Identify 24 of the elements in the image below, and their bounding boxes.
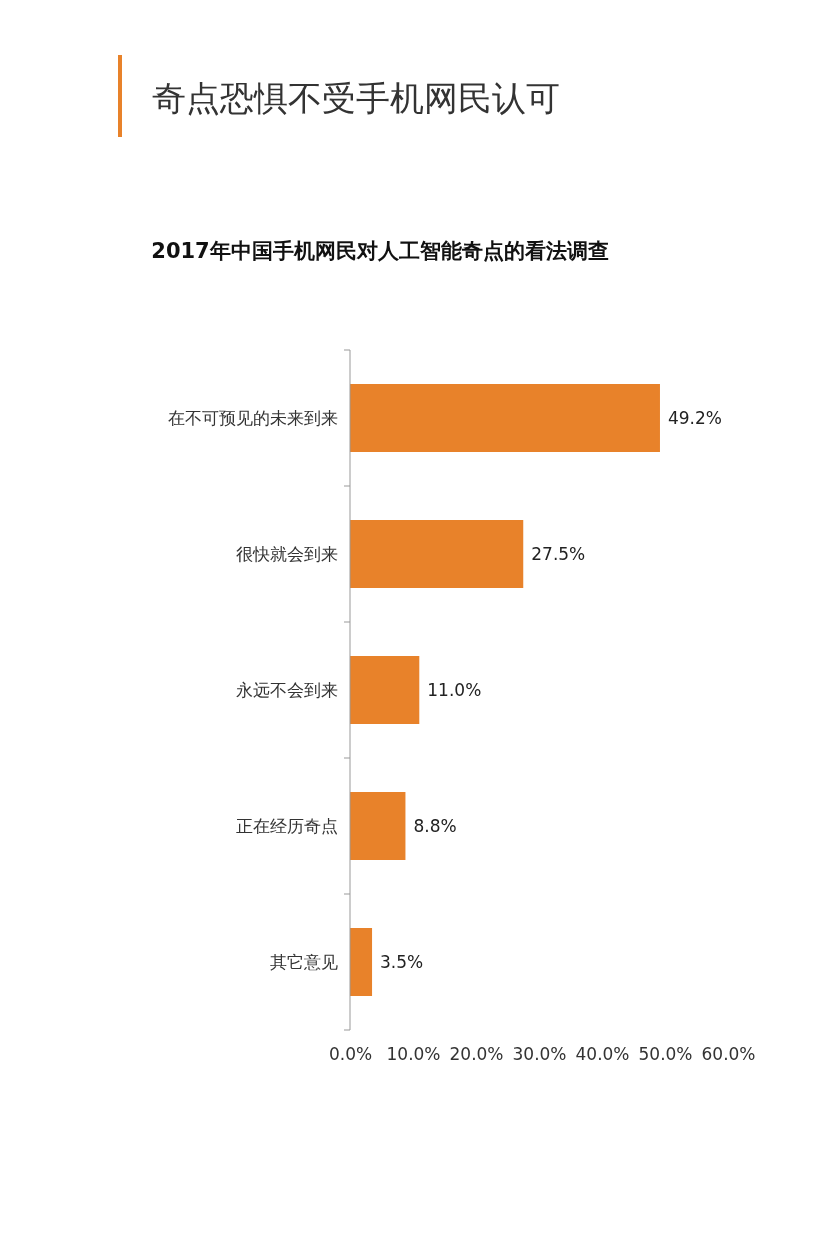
data-label: 3.5% (380, 951, 424, 972)
y-tick-label: 正在经历奇点 (236, 815, 338, 836)
bar (350, 928, 373, 996)
y-tick-label: 永远不会到来 (236, 679, 338, 700)
data-label: 11.0% (427, 679, 482, 700)
x-tick-label: 20.0% (449, 1044, 504, 1065)
x-tick-label: 30.0% (512, 1044, 567, 1065)
chart-subtitle: 2017年中国手机网民对人工智能奇点的看法调查 (151, 239, 609, 263)
y-tick-label: 很快就会到来 (236, 543, 338, 564)
x-tick-label: 0.0% (328, 1044, 373, 1065)
data-label: 27.5% (531, 543, 586, 564)
data-label: 49.2% (667, 407, 722, 428)
y-tick-label: 在不可预见的未来到来 (168, 407, 338, 428)
x-tick-label: 60.0% (701, 1044, 756, 1065)
bar (350, 656, 420, 724)
bar (350, 792, 406, 860)
chart-title: 奇点恐惧不受手机网民认可 (152, 78, 560, 118)
bar (350, 384, 660, 452)
bar (350, 520, 524, 588)
x-tick-label: 10.0% (386, 1044, 441, 1065)
x-tick-label: 40.0% (575, 1044, 630, 1065)
x-tick-label: 50.0% (638, 1044, 693, 1065)
data-label: 8.8% (413, 815, 457, 836)
y-tick-label: 其它意见 (270, 951, 338, 972)
